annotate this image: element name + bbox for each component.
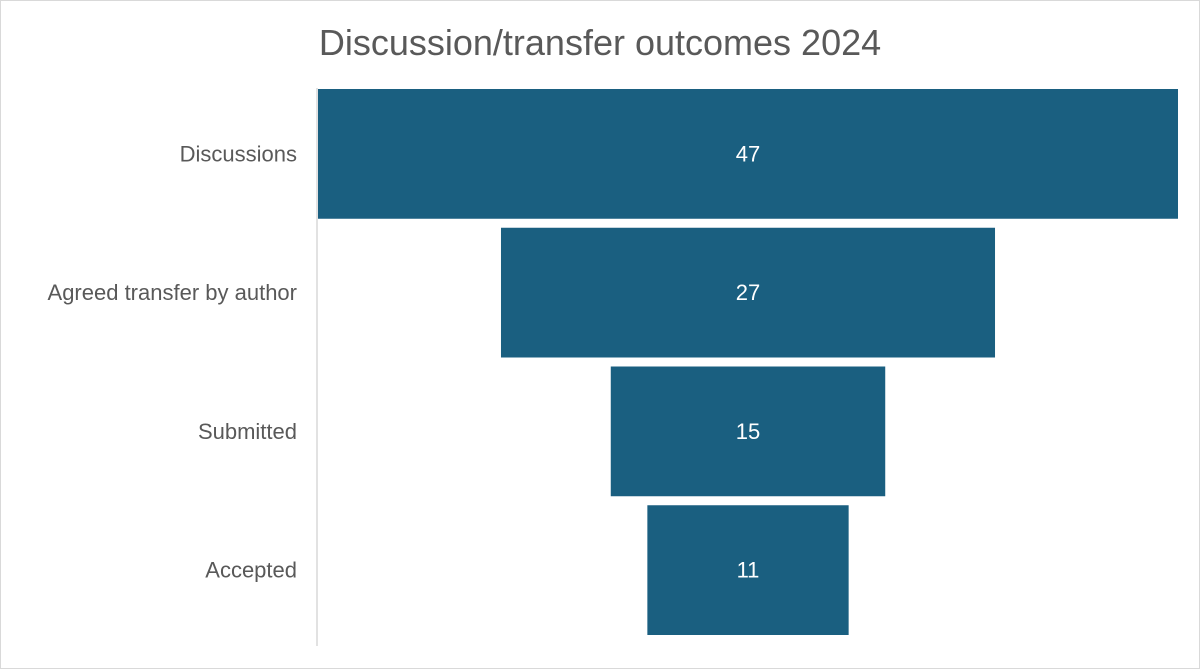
category-label: Submitted: [198, 419, 297, 444]
funnel-bar: [500, 227, 996, 358]
funnel-bar: [647, 505, 849, 635]
category-label: Accepted: [205, 558, 297, 583]
category-label: Agreed transfer by author: [48, 280, 297, 305]
data-label: 27: [736, 280, 760, 305]
data-label: 11: [737, 558, 760, 583]
value-label-group: 47 27 15 11: [736, 141, 760, 582]
data-label: 47: [736, 141, 760, 166]
data-label: 15: [736, 419, 760, 444]
funnel-bar: [610, 366, 886, 497]
category-label-group: Discussions Agreed transfer by author Subm…: [48, 141, 297, 582]
chart-title: Discussion/transfer outcomes 2024: [318, 22, 882, 63]
bar-group: [318, 89, 1178, 635]
category-label: Discussions: [180, 141, 297, 166]
funnel-bar: [318, 89, 1178, 219]
